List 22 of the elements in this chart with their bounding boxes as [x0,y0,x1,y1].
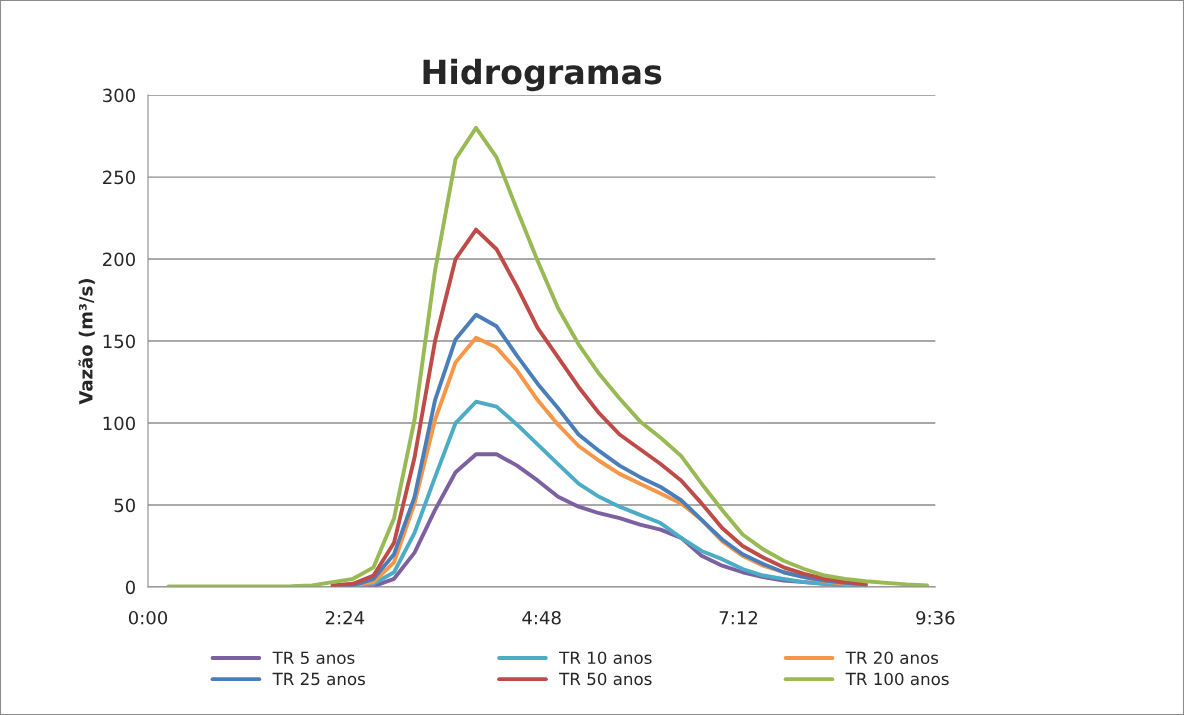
y-tick-label: 0 [125,580,135,595]
legend-label: TR 100 anos [845,672,949,686]
line-series [166,125,930,588]
y-tick-label: 300 [103,88,135,103]
y-tick-label: 100 [103,416,135,431]
line-series [330,227,868,588]
y-tick-label: 200 [103,252,135,267]
y-axis-title: Vazão (m³/s) [78,279,95,405]
legend-label: TR 50 anos [559,672,652,686]
chart-title: Hidrogramas [423,58,662,92]
x-tick-label: 9:36 [916,610,955,625]
y-tick-label: 50 [114,498,135,513]
legend-label: TR 25 anos [272,672,365,686]
legend-label: TR 10 anos [559,651,652,665]
x-tick-label: 4:48 [522,610,561,625]
legend-label: TR 5 anos [272,651,355,665]
y-tick-label: 250 [103,170,135,185]
x-tick-label: 7:12 [719,610,757,625]
x-tick-label: 0:00 [128,610,168,625]
x-tick-label: 2:24 [325,610,365,625]
y-tick-label: 150 [103,334,135,349]
legend-label: TR 20 anos [845,651,939,665]
